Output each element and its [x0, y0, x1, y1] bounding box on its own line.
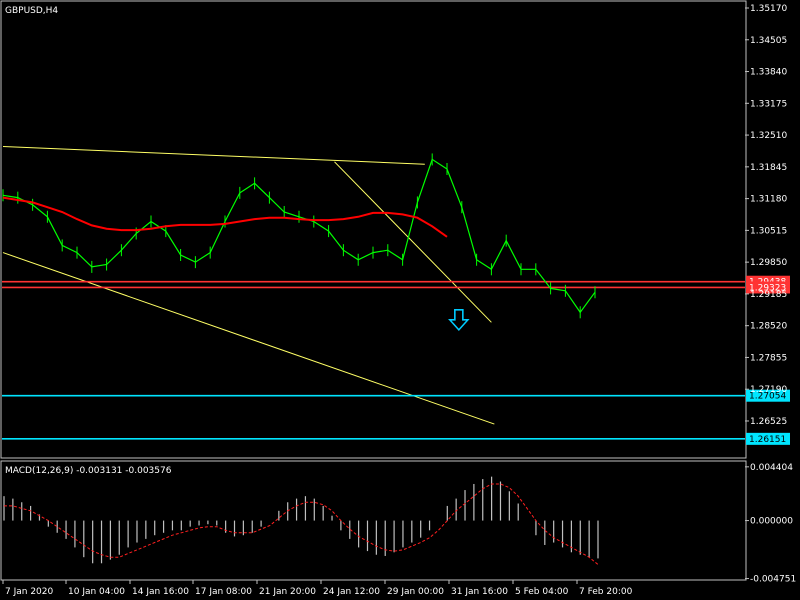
macd-tick-label: 0.000000	[750, 517, 793, 527]
price-tick-label: 1.29850	[750, 258, 787, 268]
moving-average	[2, 196, 448, 238]
price-tick-label: 1.26525	[750, 417, 787, 427]
macd-signal-line	[4, 483, 599, 565]
price-tick-label: 1.27855	[750, 353, 787, 363]
time-tick-label: 10 Jan 04:00	[68, 587, 125, 597]
trend-line	[334, 161, 492, 323]
price-tick-label: 1.27190	[750, 385, 787, 395]
price-axis[interactable]: 1.35170 1.34505 1.33840 1.33175 1.32510 1.318…	[745, 4, 787, 427]
time-tick-label: 21 Jan 20:00	[259, 587, 316, 597]
time-tick-label: 7 Feb 20:00	[579, 587, 633, 597]
price-tick-label: 1.28520	[750, 322, 787, 332]
level-price-label: 1.29323	[749, 283, 786, 293]
price-tick-label: 1.33840	[750, 68, 787, 78]
price-tick-label: 1.30515	[750, 226, 787, 236]
time-tick-label: 7 Jan 2020	[5, 587, 53, 597]
time-tick-label: 5 Feb 04:00	[515, 587, 569, 597]
trend-line	[2, 252, 495, 425]
level-price-tag	[746, 389, 790, 402]
macd-indicator	[3, 476, 599, 565]
time-tick-label: 14 Jan 16:00	[132, 587, 189, 597]
price-tick-label: 1.33175	[750, 99, 787, 109]
signal-arrow[interactable]	[448, 309, 470, 332]
price-tick-label: 1.31180	[750, 195, 787, 205]
price-panel-frame	[0, 0, 747, 459]
level-price-tag	[746, 432, 790, 445]
macd-tick-label: 0.004404	[750, 463, 793, 473]
level-price-tag	[746, 281, 790, 294]
price-series	[2, 153, 596, 319]
macd-panel-frame	[0, 460, 747, 581]
down-arrow-icon	[448, 309, 470, 332]
moving-average-line	[2, 196, 448, 238]
chart-title: GBPUSD,H4	[5, 6, 58, 16]
level-price-label: 1.26151	[749, 435, 786, 445]
price-tick-label: 1.29185	[750, 290, 787, 300]
macd-title: MACD(12,26,9) -0.003131 -0.003576	[5, 466, 172, 476]
time-tick-label: 29 Jan 00:00	[387, 587, 444, 597]
price-tick-label: 1.32510	[750, 131, 787, 141]
macd-axis: 0.004404 0.000000 -0.004751	[745, 463, 796, 585]
trend-lines[interactable]	[2, 146, 495, 425]
level-price-label: 1.27054	[749, 392, 786, 402]
price-tick-label: 1.34505	[750, 36, 787, 46]
time-axis[interactable]: 7 Jan 2020 10 Jan 04:00 14 Jan 16:00 17 Jan…	[2, 580, 633, 597]
time-tick-label: 24 Jan 12:00	[323, 587, 380, 597]
time-tick-label: 31 Jan 16:00	[451, 587, 508, 597]
price-tick-label: 1.31845	[750, 163, 787, 173]
price-tick-label: 1.35170	[750, 4, 787, 14]
trend-line	[2, 146, 425, 165]
macd-tick-label: -0.004751	[750, 575, 796, 585]
time-tick-label: 17 Jan 08:00	[195, 587, 252, 597]
